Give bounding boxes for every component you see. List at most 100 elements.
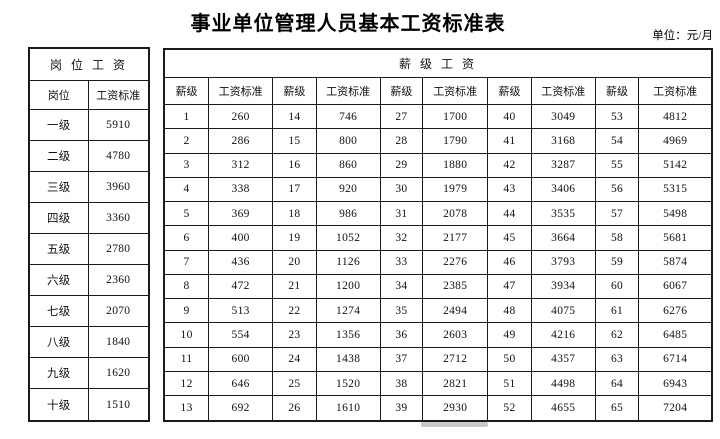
table-cell: 30: [379, 176, 424, 203]
table-cell: 47: [487, 273, 532, 300]
table-cell: 七级: [28, 295, 89, 328]
column-header-position: 岗位: [28, 80, 89, 110]
table-cell: 1620: [87, 357, 150, 390]
table-cell: 4498: [530, 370, 596, 397]
table-cell: 22: [272, 298, 317, 324]
table-cell: 312: [208, 152, 274, 178]
table-cell: 600: [208, 346, 274, 372]
table-cell: 57: [594, 201, 640, 227]
grade-table-row: 8 472 21 1200 34 2385 47 3934 60 6067: [163, 273, 713, 300]
table-cell: 51: [487, 370, 532, 397]
unit-label: 单位：元/月: [652, 30, 713, 42]
table-cell: 28: [379, 128, 424, 154]
table-cell: 400: [208, 225, 274, 251]
grade-table-row: 11 600 24 1438 37 2712 50 4357 63 6714: [163, 346, 713, 372]
table-cell: 5498: [638, 201, 713, 227]
table-cell: 4216: [530, 322, 596, 348]
position-table-row: 三级 3960: [28, 171, 150, 204]
table-cell: 436: [208, 249, 274, 275]
table-cell: 1438: [315, 346, 381, 372]
grade-table-row: 1 260 14 746 27 1700 40 3049 53 4812: [163, 103, 713, 130]
table-cell: 63: [594, 346, 640, 372]
table-cell: 1840: [87, 326, 150, 359]
column-header-grade: 薪级: [272, 77, 317, 105]
table-cell: 920: [315, 176, 381, 203]
table-cell: 338: [208, 176, 274, 203]
table-cell: 1700: [422, 103, 489, 130]
table-cell: 3664: [530, 225, 596, 251]
table-cell: 49: [487, 322, 532, 348]
table-cell: 十级: [28, 388, 89, 422]
table-cell: 369: [208, 201, 274, 227]
table-cell: 六级: [28, 264, 89, 297]
table-cell: 三级: [28, 171, 89, 204]
grade-table-row: 12 646 25 1520 38 2821 51 4498 64 6943: [163, 370, 713, 397]
table-cell: 2070: [87, 295, 150, 328]
table-cell: 3049: [530, 103, 596, 130]
table-cell: 5874: [638, 249, 713, 275]
table-cell: 2930: [422, 395, 489, 422]
table-cell: 61: [594, 298, 640, 324]
table-cell: 62: [594, 322, 640, 348]
column-header-salary-standard: 工资标准: [422, 77, 489, 105]
table-cell: 2385: [422, 273, 489, 300]
table-cell: 12: [163, 370, 210, 397]
table-cell: 43: [487, 176, 532, 203]
table-cell: 二级: [28, 140, 89, 173]
table-cell: 五级: [28, 233, 89, 266]
table-cell: 6: [163, 225, 210, 251]
grade-table-row: 9 513 22 1274 35 2494 48 4075 61 6276: [163, 298, 713, 324]
table-cell: 3287: [530, 152, 596, 178]
column-header-salary-standard: 工资标准: [638, 77, 713, 105]
table-cell: 5142: [638, 152, 713, 178]
table-cell: 32: [379, 225, 424, 251]
table-cell: 7: [163, 249, 210, 275]
grade-table-row: 7 436 20 1126 33 2276 46 3793 59 5874: [163, 249, 713, 275]
table-cell: 1126: [315, 249, 381, 275]
table-cell: 7204: [638, 395, 713, 422]
position-table-row: 八级 1840: [28, 326, 150, 359]
horizontal-scrollbar-thumb[interactable]: [421, 422, 488, 427]
table-cell: 34: [379, 273, 424, 300]
table-cell: 746: [315, 103, 381, 130]
table-cell: 2821: [422, 370, 489, 397]
table-cell: 13: [163, 395, 210, 422]
table-cell: 2360: [87, 264, 150, 297]
table-cell: 54: [594, 128, 640, 154]
table-cell: 50: [487, 346, 532, 372]
table-cell: 56: [594, 176, 640, 203]
table-cell: 48: [487, 298, 532, 324]
table-cell: 20: [272, 249, 317, 275]
table-cell: 21: [272, 273, 317, 300]
table-cell: 9: [163, 298, 210, 324]
table-cell: 38: [379, 370, 424, 397]
table-cell: 19: [272, 225, 317, 251]
table-cell: 1520: [315, 370, 381, 397]
table-cell: 6067: [638, 273, 713, 300]
table-cell: 1790: [422, 128, 489, 154]
position-table-row: 七级 2070: [28, 295, 150, 328]
table-cell: 3168: [530, 128, 596, 154]
grade-table-title: 薪 级 工 资: [163, 48, 713, 78]
table-cell: 18: [272, 201, 317, 227]
position-table-header-row: 岗 位 工 资: [28, 47, 150, 81]
page-title: 事业单位管理人员基本工资标准表: [190, 13, 506, 35]
table-cell: 64: [594, 370, 640, 397]
table-cell: 4075: [530, 298, 596, 324]
table-cell: 1200: [315, 273, 381, 300]
table-cell: 2078: [422, 201, 489, 227]
position-table-row: 九级 1620: [28, 357, 150, 390]
position-table-colheader-row: 岗位 工资标准: [28, 80, 150, 110]
table-cell: 3793: [530, 249, 596, 275]
table-cell: 6714: [638, 346, 713, 372]
table-cell: 860: [315, 152, 381, 178]
table-cell: 58: [594, 225, 640, 251]
table-cell: 10: [163, 322, 210, 348]
grade-table-row: 5 369 18 986 31 2078 44 3535 57 5498: [163, 201, 713, 227]
table-cell: 15: [272, 128, 317, 154]
position-table-row: 十级 1510: [28, 388, 150, 422]
table-cell: 16: [272, 152, 317, 178]
position-salary-table: 岗 位 工 资 岗位 工资标准 一级 5910 二级 4780 三级 3960 四级 3360…: [28, 47, 151, 422]
table-cell: 37: [379, 346, 424, 372]
grade-table-row: 10 554 23 1356 36 2603 49 4216 62 6485: [163, 322, 713, 348]
